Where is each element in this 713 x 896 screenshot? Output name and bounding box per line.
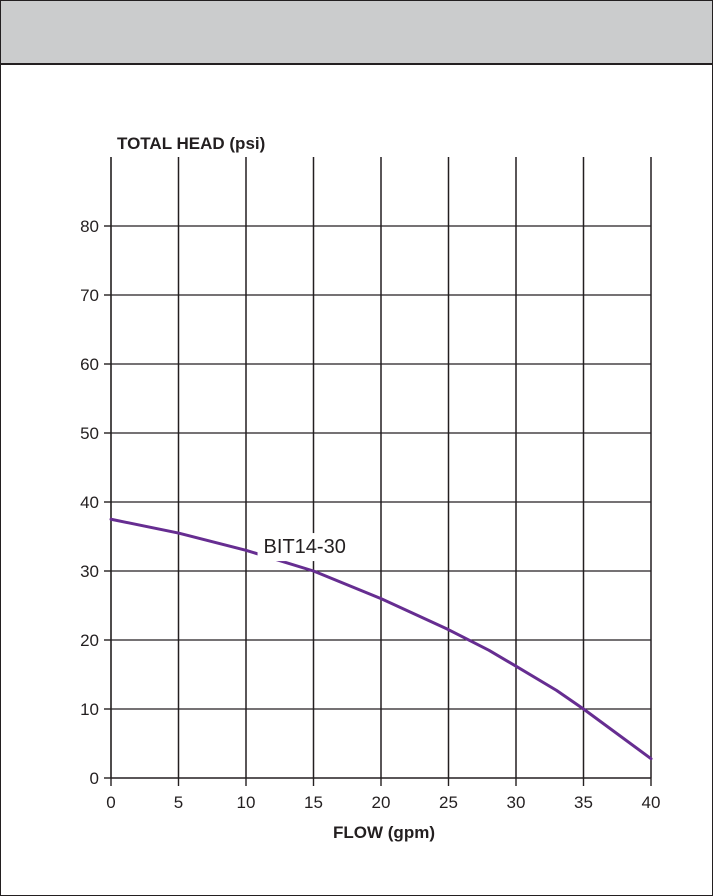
x-tick-label: 15 (304, 793, 323, 812)
x-tick-label: 10 (237, 793, 256, 812)
x-tick-label: 25 (439, 793, 458, 812)
grid-lines (111, 157, 652, 778)
axes (104, 157, 652, 786)
x-tick-label: 5 (174, 793, 183, 812)
y-tick-label: 20 (80, 631, 99, 650)
y-tick-label: 0 (90, 769, 99, 788)
y-tick-label: 40 (80, 493, 99, 512)
header-band (1, 1, 712, 65)
x-tick-label: 20 (372, 793, 391, 812)
x-axis-title: FLOW (gpm) (333, 823, 435, 842)
y-tick-label: 60 (80, 355, 99, 374)
y-axis-title: TOTAL HEAD (psi) (117, 134, 265, 153)
x-tick-label: 35 (574, 793, 593, 812)
x-tick-label: 0 (106, 793, 115, 812)
y-tick-label: 80 (80, 217, 99, 236)
tick-labels: 0 10 20 30 40 50 60 70 80 0 5 10 15 20 25 30 35 40 (80, 217, 660, 812)
series-label-background (257, 533, 376, 562)
x-tick-label: 30 (507, 793, 526, 812)
y-tick-label: 10 (80, 700, 99, 719)
series-label: BIT14-30 (264, 536, 346, 558)
y-tick-label: 70 (80, 286, 99, 305)
series-line (109, 517, 653, 761)
series-lines: BIT14-30 (109, 517, 653, 761)
y-tick-label: 30 (80, 562, 99, 581)
y-tick-label: 50 (80, 424, 99, 443)
x-tick-label: 40 (642, 793, 661, 812)
